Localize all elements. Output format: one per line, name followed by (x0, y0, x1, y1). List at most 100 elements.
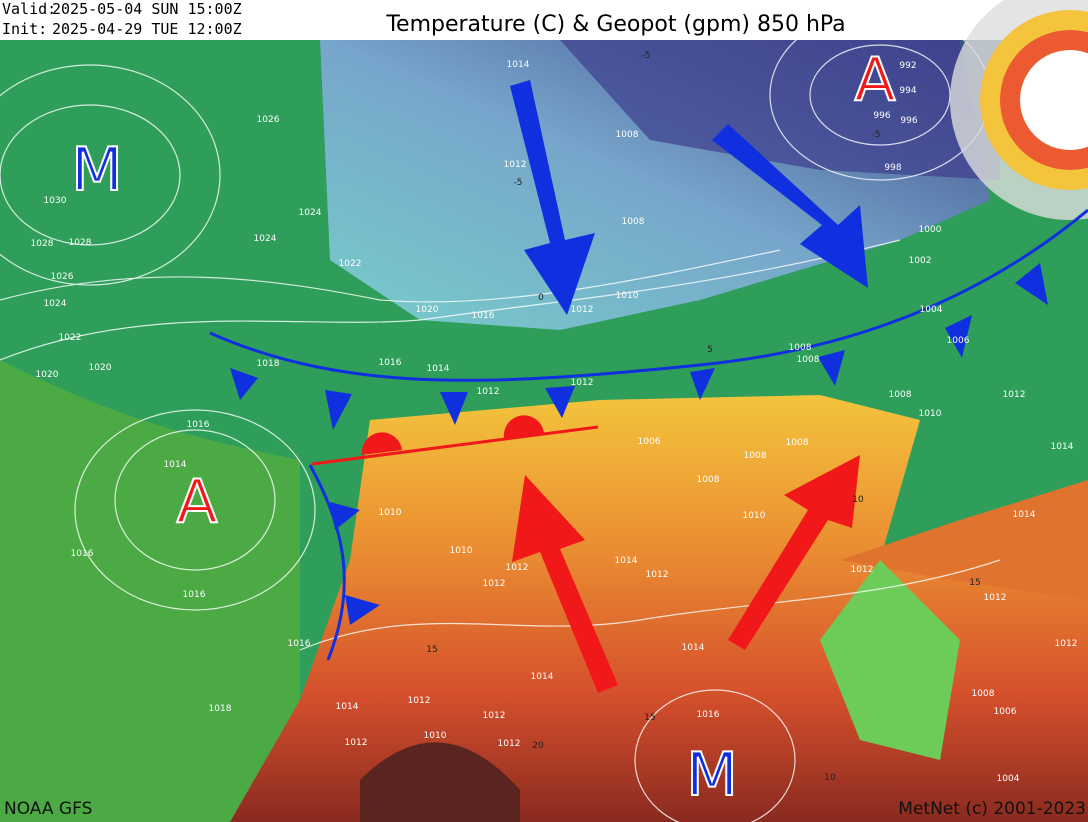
legend-wheel (950, 0, 1088, 220)
isobar-label: 1012 (646, 570, 669, 580)
temperature-label: -5 (514, 178, 523, 188)
isobar-label: 1014 (1013, 510, 1036, 520)
pressure-center: M (71, 135, 123, 205)
map-title: Temperature (C) & Geopot (gpm) 850 hPa (385, 12, 845, 37)
isobar-label: 1014 (164, 460, 187, 470)
temperature-label: 20 (532, 741, 544, 751)
temperature-label: 5 (707, 345, 713, 355)
isobar-label: 1012 (477, 387, 500, 397)
init-label: Init: (2, 20, 47, 38)
pressure-center: A (854, 45, 895, 115)
source: NOAA GFS (4, 799, 92, 819)
isobar-label: 1008 (797, 355, 820, 365)
temperature-label: 15 (969, 578, 980, 588)
temperature-label: 15 (426, 645, 437, 655)
header-band (0, 0, 1088, 40)
isobar-label: 1010 (424, 731, 447, 741)
isobar-label: 1006 (994, 707, 1017, 717)
isobar-label: 1012 (1003, 390, 1026, 400)
isobar-label: 1020 (89, 363, 112, 373)
warm-east (840, 480, 1088, 600)
isobar-label: 1028 (31, 239, 54, 249)
isobar-label: 1022 (59, 333, 82, 343)
isobar-label: 1008 (622, 217, 645, 227)
isobar-label: 996 (873, 111, 890, 121)
isobar-label: 992 (899, 61, 916, 71)
isobar-label: 1016 (288, 639, 311, 649)
isobar-label: 1010 (450, 546, 473, 556)
isobar-label: 1014 (1051, 442, 1074, 452)
isobar-label: 1016 (472, 311, 495, 321)
temperature-label: 0 (538, 293, 544, 303)
isobar-label: 1008 (972, 689, 995, 699)
isobar-label: 1000 (919, 225, 942, 235)
isobar-label: 1012 (483, 579, 506, 589)
isobar-label: 1024 (254, 234, 277, 244)
temperature-label: 10 (824, 773, 836, 783)
isobar-label: 1004 (997, 774, 1020, 784)
isobar-label: 1022 (339, 259, 362, 269)
isobar-label: 1012 (571, 378, 594, 388)
isobar-label: 1030 (44, 196, 67, 206)
pressure-center: M (686, 740, 738, 810)
hot-core (360, 742, 520, 822)
isobar-label: 1014 (427, 364, 450, 374)
init-time: 2025-04-29 TUE 12:00Z (52, 20, 242, 38)
isobar-label: 1008 (889, 390, 912, 400)
isobar-label: 1010 (743, 511, 766, 521)
valid-time: 2025-05-04 SUN 15:00Z (52, 0, 242, 18)
isobar-label: 1026 (51, 272, 74, 282)
isobar-label: 1006 (638, 437, 661, 447)
isobar-label: 1014 (507, 60, 530, 70)
isobar-label: 1020 (416, 305, 439, 315)
cold-front (209, 208, 1088, 661)
pressure-center: A (176, 467, 217, 537)
isobar-label: 1010 (616, 291, 639, 301)
isobar-label: 1012 (498, 739, 521, 749)
isobar-label: 1024 (44, 299, 67, 309)
credit: MetNet (c) 2001-2023 (898, 799, 1086, 819)
isobar-label: 1012 (984, 593, 1007, 603)
isobar-label: 1016 (697, 710, 720, 720)
temperature-label: 10 (852, 495, 864, 505)
isobar-label: 1020 (36, 370, 59, 380)
isobar-label: 1012 (408, 696, 431, 706)
isobar-label: 1014 (336, 702, 359, 712)
isobar-label: 1008 (789, 343, 812, 353)
green-pocket (820, 560, 960, 760)
isobar-label: 1008 (786, 438, 809, 448)
isobars (0, 9, 1001, 822)
isobar-label: 1010 (379, 508, 402, 518)
isobar-label: 1008 (697, 475, 720, 485)
isobar-label: 1010 (919, 409, 942, 419)
isobar-label: 1012 (571, 305, 594, 315)
temperature-label: -5 (642, 51, 651, 61)
isobar-label: 1026 (257, 115, 280, 125)
valid-label: Valid: (2, 0, 56, 18)
isobar-label: 998 (884, 163, 901, 173)
isobar-label: 1012 (506, 563, 529, 573)
isobar-label: 1008 (616, 130, 639, 140)
land-zone (0, 360, 300, 822)
isobar-label: 1014 (531, 672, 554, 682)
isobar-label: 1004 (920, 305, 943, 315)
isobar-label: 1018 (209, 704, 232, 714)
isobar-label: 1012 (345, 738, 368, 748)
isobar-label: 1012 (483, 711, 506, 721)
isobar-label: 1008 (744, 451, 767, 461)
isobar-label: 1016 (187, 420, 210, 430)
isobar-label: 1012 (1055, 639, 1078, 649)
wind-arrows (510, 80, 868, 693)
isobar-label: 1018 (257, 359, 280, 369)
isobar-label: 1006 (947, 336, 970, 346)
isobar-label: 996 (900, 116, 917, 126)
isobar-label: 1028 (69, 238, 92, 248)
isobar-label: 1024 (299, 208, 322, 218)
isobar-label: 1012 (504, 160, 527, 170)
isobar-label: 1016 (379, 358, 402, 368)
isobar-label: 1012 (851, 565, 874, 575)
isobar-label: 994 (899, 86, 916, 96)
isobar-label: 1014 (615, 556, 638, 566)
